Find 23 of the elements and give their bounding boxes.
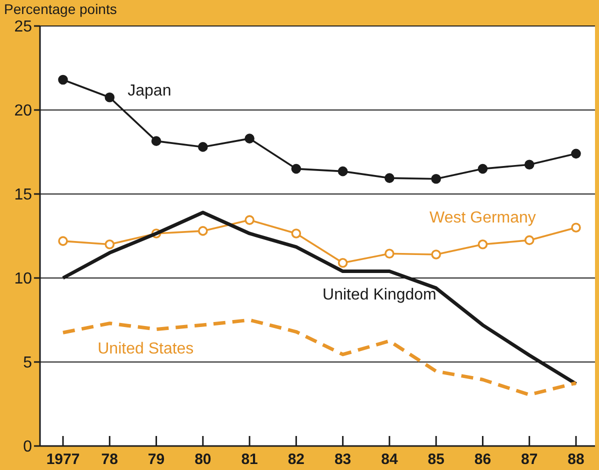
- series-label: United Kingdom: [322, 286, 436, 304]
- y-tick-label: 10: [14, 270, 32, 288]
- x-tick-label: 86: [474, 451, 492, 468]
- y-tick-label: 20: [14, 102, 32, 120]
- x-tick-label: 80: [194, 451, 212, 468]
- series-label: West Germany: [430, 209, 536, 226]
- y-tick-label: 15: [14, 186, 32, 204]
- series-label: Japan: [128, 82, 172, 100]
- x-tick-label: 82: [288, 451, 305, 468]
- y-tick-label: 0: [23, 438, 32, 456]
- y-tick-label: 5: [23, 354, 32, 372]
- x-tick-label: 78: [101, 451, 118, 468]
- y-axis-title: Percentage points: [4, 1, 117, 17]
- x-tick-label: 79: [148, 451, 165, 468]
- x-tick-label: 1977: [46, 451, 80, 468]
- x-tick-label: 81: [241, 451, 258, 468]
- series-label: United States: [98, 340, 194, 358]
- x-tick-label: 88: [568, 451, 584, 468]
- y-tick-label: 25: [14, 18, 32, 36]
- x-tick-label: 84: [381, 451, 398, 468]
- x-tick-label: 83: [334, 451, 352, 468]
- x-tick-label: 87: [521, 451, 538, 468]
- x-tick-label: 85: [428, 451, 444, 468]
